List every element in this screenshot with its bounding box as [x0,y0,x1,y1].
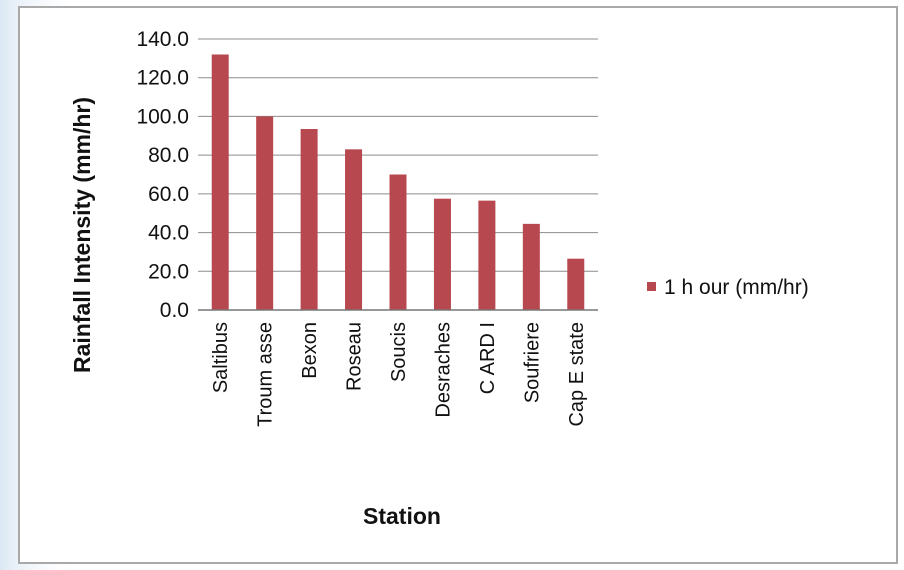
bar [300,129,318,310]
bar [256,116,274,310]
legend-swatch [647,282,656,291]
legend: 1 h our (mm/hr) [647,276,809,299]
y-tick-label: 60.0 [148,183,189,206]
x-tick-label: Bexon [299,322,321,379]
bar [433,198,451,310]
x-tick-label: Roseau [344,322,366,391]
bar [567,258,585,310]
x-axis-title: Station [363,503,441,529]
y-tick-label: 120.0 [136,67,189,90]
bars [211,54,585,310]
bar [211,54,229,310]
x-tick-labels: Saltibus Troum asse Bexon Roseau Soucis Desra… [210,322,588,427]
bar [345,149,363,310]
bar [478,200,496,310]
bar [522,223,540,310]
x-tick-label: Soucis [388,322,410,382]
x-tick-label: Soufriere [521,322,543,403]
y-tick-label: 80.0 [148,144,189,167]
legend-label: 1 h our (mm/hr) [664,276,809,299]
chart-frame [18,6,898,564]
y-tick-label: 140.0 [136,28,189,51]
y-tick-labels: 0.0 20.0 40.0 60.0 80.0 100.0 120.0 140.0 [136,28,189,322]
x-tick-label: Cap E state [566,322,588,427]
y-tick-label: 40.0 [148,222,189,245]
y-tick-label: 0.0 [160,299,189,322]
x-tick-label: Troum asse [255,322,277,427]
y-axis-title: Rainfall Intensity (mm/hr) [69,97,95,373]
y-tick-label: 100.0 [136,105,189,128]
y-tick-label: 20.0 [148,260,189,283]
x-tick-label: Saltibus [210,322,232,393]
x-tick-label: Desraches [432,322,454,418]
x-tick-label: C ARD I [477,322,499,394]
bar [389,174,407,310]
